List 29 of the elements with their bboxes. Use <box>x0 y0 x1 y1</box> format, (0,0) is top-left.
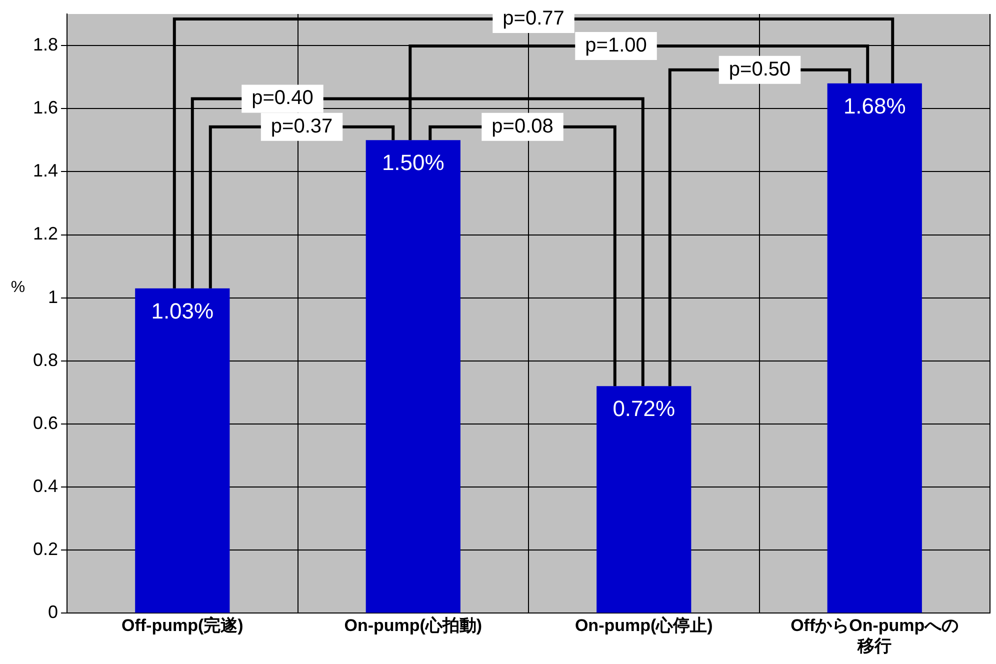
annotation: p=1.00 <box>585 34 647 56</box>
annotation: p=0.50 <box>728 58 791 80</box>
annotation: p=0.40 <box>252 87 314 110</box>
y-tick-label: 1.6 <box>32 98 58 118</box>
y-axis-title: % <box>10 279 26 296</box>
y-tick-label: 1.8 <box>32 34 58 55</box>
annotation: p=0.77 <box>502 8 564 30</box>
data-label: 1.50% <box>382 150 444 176</box>
y-tick-label: 1.4 <box>32 160 58 181</box>
y-tick-label: 0.4 <box>32 476 58 496</box>
y-tick-label: 1 <box>48 286 58 307</box>
x-tick-label: On-pump(心拍動) <box>344 616 482 636</box>
bar <box>135 288 230 613</box>
data-label: 1.03% <box>151 298 214 324</box>
y-tick-label: 1.2 <box>32 224 58 244</box>
y-tick-label: 0.6 <box>32 412 58 433</box>
x-tick-label: On-pump(心停止) <box>574 616 713 636</box>
annotation: p=0.37 <box>270 115 333 138</box>
bar <box>366 140 460 613</box>
annotation: p=0.08 <box>492 115 554 138</box>
y-tick-label: 0.8 <box>32 350 58 370</box>
data-label: 0.72% <box>612 396 676 422</box>
data-label: 1.68% <box>843 93 906 118</box>
bar <box>596 386 692 613</box>
y-tick-label: 0 <box>48 602 58 622</box>
x-tick-label: Off-pump(完遂) <box>121 616 244 636</box>
y-tick-label: 0.2 <box>32 539 58 560</box>
x-tick-label: OffからOn-pumpへの移行 <box>790 616 959 656</box>
bar <box>827 83 922 613</box>
